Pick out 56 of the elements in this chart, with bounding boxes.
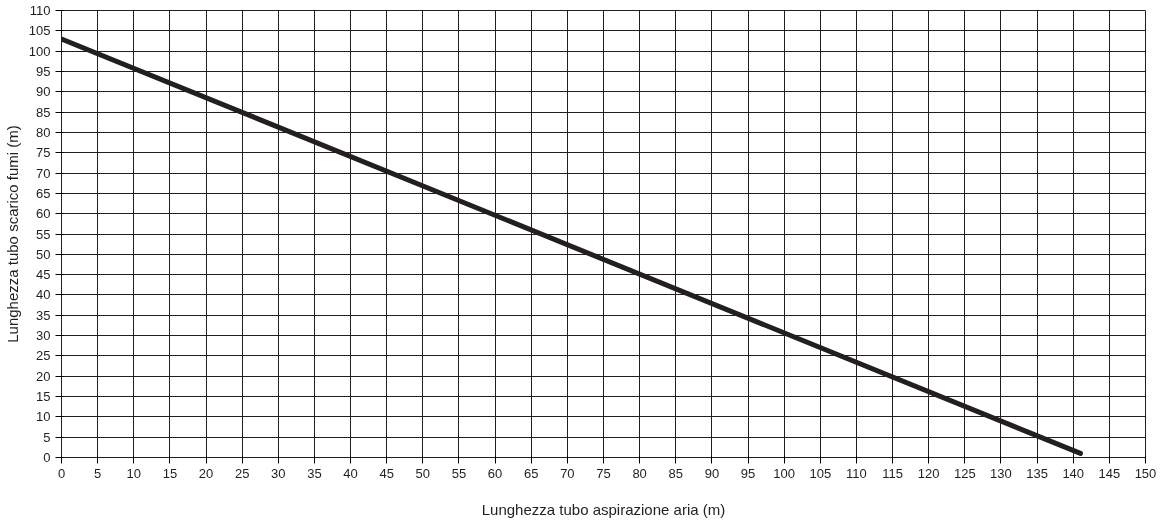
x-tick-label: 85	[668, 465, 684, 481]
x-tick-label: 60	[487, 465, 503, 481]
x-tick-label: 20	[198, 465, 214, 481]
x-tick-label: 105	[809, 465, 832, 481]
x-tick-label: 140	[1062, 465, 1085, 481]
x-tick-label: 115	[882, 465, 903, 481]
y-tick-label: 100	[28, 43, 51, 59]
y-tick-label: 110	[29, 3, 51, 18]
y-tick-label: 80	[36, 124, 51, 140]
x-tick-label: 30	[271, 465, 286, 481]
x-tick-label: 40	[343, 465, 358, 481]
x-tick-label: 130	[990, 465, 1012, 481]
y-tick-label: 25	[36, 348, 51, 364]
y-tick-label: 20	[36, 368, 51, 384]
x-tick-label: 80	[632, 465, 647, 481]
y-tick-label: 85	[36, 104, 51, 120]
x-tick-label: 55	[451, 465, 467, 481]
y-tick-label: 75	[36, 145, 51, 161]
x-tick-label: 25	[234, 465, 250, 481]
y-tick-label: 105	[28, 23, 51, 39]
x-tick-label: 150	[1134, 465, 1157, 481]
x-tick-label: 125	[953, 465, 976, 481]
x-tick-label: 65	[524, 465, 539, 481]
y-tick-label: 5	[43, 429, 51, 445]
y-tick-label: 50	[36, 246, 51, 262]
x-tick-label: 5	[94, 465, 102, 481]
y-tick-label: 35	[36, 307, 51, 323]
x-tick-label: 75	[596, 465, 611, 481]
x-tick-label: 100	[773, 465, 796, 481]
y-axis-title: Lunghezza tubo scarico fumi (m)	[3, 125, 21, 343]
y-tick-label: 30	[36, 328, 51, 344]
y-tick-label: 0	[43, 450, 51, 465]
y-tick-label: 55	[36, 226, 51, 242]
x-tick-label: 110	[846, 465, 867, 481]
x-tick-label: 90	[704, 465, 720, 481]
x-tick-label: 145	[1098, 465, 1121, 481]
x-tick-label: 45	[379, 465, 394, 481]
x-tick-label: 15	[162, 465, 178, 481]
x-tick-label: 120	[917, 465, 940, 481]
y-tick-label: 60	[36, 206, 51, 222]
y-tick-label: 15	[36, 389, 51, 405]
x-tick-label: 70	[560, 465, 575, 481]
y-tick-label: 70	[36, 165, 51, 181]
x-tick-label: 10	[126, 465, 142, 481]
x-tick-label: 50	[415, 465, 431, 481]
x-tick-label: 135	[1026, 465, 1048, 481]
x-tick-label: 0	[57, 465, 66, 481]
y-tick-label: 10	[36, 409, 51, 425]
x-axis-title: Lunghezza tubo aspirazione aria (m)	[481, 500, 726, 518]
x-tick-label: 95	[740, 465, 756, 481]
y-tick-label: 95	[36, 63, 51, 79]
y-tick-label: 45	[36, 267, 51, 283]
y-tick-label: 90	[36, 84, 51, 100]
x-tick-label: 35	[307, 465, 322, 481]
y-tick-label: 65	[36, 185, 51, 201]
y-tick-label: 40	[36, 287, 51, 303]
